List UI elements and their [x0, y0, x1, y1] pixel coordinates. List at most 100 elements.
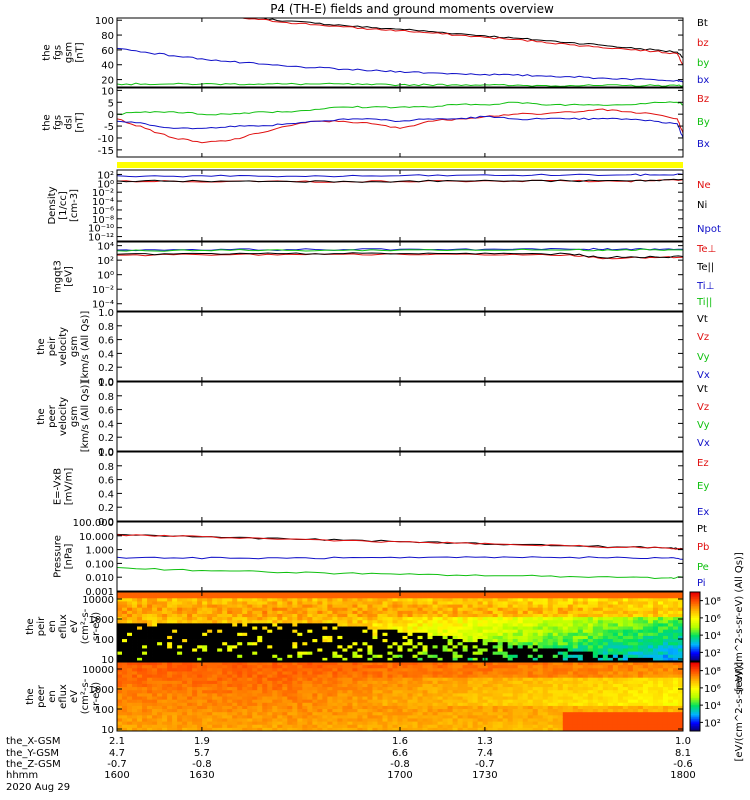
spectrogram-cell [632, 595, 639, 599]
spectrogram-cell [357, 668, 363, 672]
spectrogram-cell [407, 598, 413, 602]
spectrogram-cell [527, 690, 534, 694]
spectrogram-cell [362, 690, 368, 694]
spectrogram-cell [217, 645, 223, 649]
spectrogram-cell [262, 662, 268, 666]
spectrogram-cell [187, 693, 193, 697]
spectrogram-cell [337, 639, 343, 643]
spectrogram-cell [387, 657, 393, 662]
spectrogram-cell [432, 635, 438, 640]
spectrogram-cell [452, 632, 458, 637]
spectrogram-cell [327, 662, 333, 666]
spectrogram-cell [447, 683, 453, 688]
spectrogram-cell [577, 665, 584, 669]
spectrogram-cell [122, 680, 128, 685]
spectrogram-cell [132, 668, 138, 672]
spectrogram-cell [262, 626, 268, 631]
spectrogram-cell [667, 620, 674, 624]
spectrogram-cell [217, 712, 223, 716]
spectrogram-cell [337, 613, 343, 618]
spectrogram-cell [177, 665, 183, 669]
spectrogram-cell [232, 671, 238, 675]
spectrogram-cell [337, 662, 343, 666]
spectrogram-cell [552, 671, 559, 675]
spectrogram-cell [282, 715, 288, 719]
spectrogram-cell [507, 702, 514, 707]
spectrogram-cell [237, 671, 243, 675]
spectrogram-cell [207, 705, 213, 710]
colorbar-step [690, 643, 700, 646]
spectrogram-cell [142, 693, 148, 697]
spectrogram-cell [232, 610, 238, 615]
spectrogram-cell [197, 721, 203, 726]
series-line-bt [250, 18, 683, 58]
spectrogram-cell [282, 620, 288, 624]
spectrogram-cell [552, 674, 559, 679]
spectrogram-cell [442, 617, 448, 621]
spectrogram-cell [432, 724, 438, 729]
spectrogram-cell [302, 702, 308, 707]
spectrogram-cell [447, 604, 453, 609]
spectrogram-cell [622, 598, 629, 602]
spectrogram-cell [457, 680, 464, 685]
spectrogram-cell [472, 642, 479, 646]
spectrogram-cell [292, 718, 298, 722]
spectrogram-cell [297, 595, 303, 599]
spectrogram-cell [327, 645, 333, 649]
spectrogram-cell [402, 651, 408, 656]
spectrogram-cell [257, 680, 263, 685]
spectrogram-cell [312, 683, 318, 688]
spectrogram-cell [122, 721, 128, 726]
spectrogram-cell [387, 623, 393, 627]
spectrogram-cell [502, 674, 509, 679]
spectrogram-cell [207, 727, 213, 732]
spectrogram-cell [397, 671, 403, 675]
spectrogram-cell [327, 696, 333, 701]
spectrogram-cell [532, 654, 539, 659]
spectrogram-cell [677, 632, 684, 637]
spectrogram-cell [477, 613, 484, 618]
spectrogram-cell [437, 642, 443, 646]
spectrogram-cell [152, 705, 158, 710]
spectrogram-cell [597, 635, 604, 640]
spectrogram-cell [122, 696, 128, 701]
spectrogram-cell [572, 592, 579, 596]
spectrogram-cell [202, 592, 208, 596]
spectrogram-cell [357, 657, 363, 662]
spectrogram-cell [642, 626, 649, 631]
y-axis-label: [1/cc] [58, 191, 69, 220]
spectrogram-cell [222, 665, 228, 669]
spectrogram-cell [672, 610, 679, 615]
spectrogram-cell [302, 629, 308, 634]
spectrogram-cell [267, 623, 273, 627]
spectrogram-peir-en-eflux [117, 592, 684, 662]
y-tick-label: 80 [101, 31, 114, 42]
spectrogram-cell [327, 648, 333, 652]
spectrogram-cell [192, 613, 198, 618]
spectrogram-cell [452, 702, 458, 707]
spectrogram-cell [507, 598, 514, 602]
legend-entry: Pe [697, 562, 709, 573]
spectrogram-cell [332, 607, 338, 612]
spectrogram-cell [292, 632, 298, 637]
spectrogram-cell [532, 727, 539, 732]
spectrogram-cell [137, 715, 143, 719]
spectrogram-cell [607, 623, 614, 627]
colorbar-step [690, 604, 700, 607]
spectrogram-cell [272, 635, 278, 640]
spectrogram-cell [407, 690, 413, 694]
spectrogram-cell [412, 654, 418, 659]
spectrogram-cell [127, 632, 133, 637]
spectrogram-cell [152, 592, 158, 596]
spectrogram-cell [142, 657, 148, 662]
y-tick-label: 10000 [82, 595, 114, 606]
spectrogram-cell [312, 635, 318, 640]
y-tick-label: 10⁻¹⁰ [88, 224, 114, 235]
spectrogram-cell [672, 604, 679, 609]
spectrogram-cell [532, 623, 539, 627]
spectrogram-cell [247, 721, 253, 726]
spectrogram-cell [562, 601, 569, 605]
spectrogram-cell [122, 626, 128, 631]
spectrogram-cell [257, 668, 263, 672]
spectrogram-cell [322, 651, 328, 656]
